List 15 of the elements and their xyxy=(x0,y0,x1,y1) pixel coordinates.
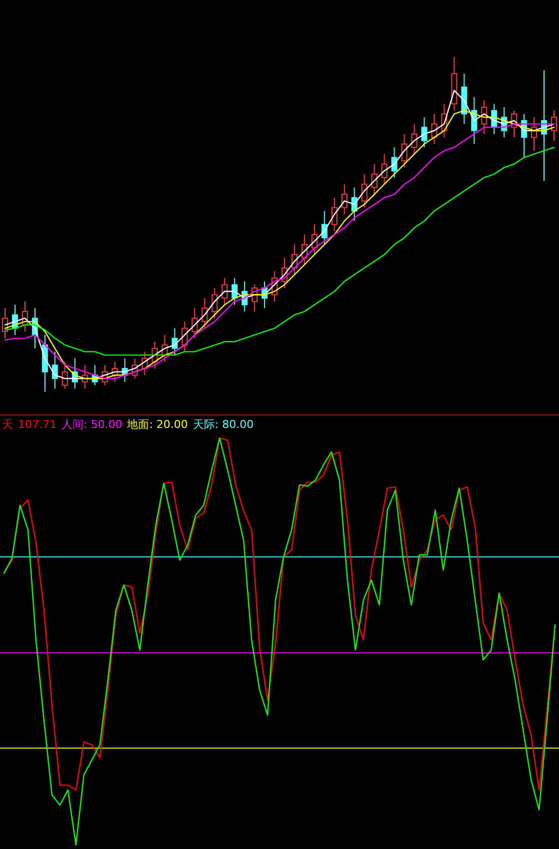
text: 地面: 20.00 xyxy=(126,418,188,431)
candlestick xyxy=(62,361,68,390)
candlestick xyxy=(381,154,388,185)
text: 天 xyxy=(2,418,13,431)
candlestick xyxy=(222,278,228,306)
candlestick xyxy=(192,308,198,339)
candlestick xyxy=(401,133,408,168)
candlestick xyxy=(361,174,368,208)
candlestick xyxy=(551,110,558,142)
candlestick xyxy=(331,197,338,232)
text: 天际: 80.00 xyxy=(192,418,254,431)
text: 人间: 50.00 xyxy=(62,418,122,431)
candlestick xyxy=(52,351,58,390)
candlestick xyxy=(411,123,418,155)
text: 107.71 xyxy=(18,418,56,431)
